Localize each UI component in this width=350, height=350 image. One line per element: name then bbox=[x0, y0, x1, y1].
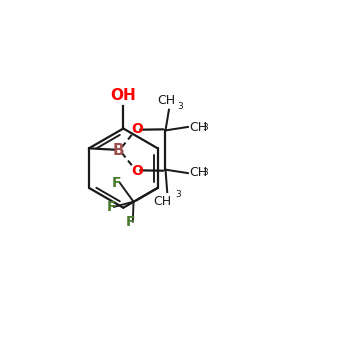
Text: CH: CH bbox=[154, 196, 172, 209]
Text: O: O bbox=[131, 122, 143, 136]
Text: 3: 3 bbox=[203, 168, 209, 176]
Text: F: F bbox=[112, 176, 122, 190]
Text: CH: CH bbox=[189, 121, 207, 134]
Text: CH: CH bbox=[157, 94, 175, 107]
Text: F: F bbox=[106, 200, 116, 214]
Text: OH: OH bbox=[111, 88, 136, 103]
Text: CH: CH bbox=[189, 166, 207, 179]
Text: O: O bbox=[131, 164, 143, 178]
Text: F: F bbox=[125, 215, 135, 229]
Text: B: B bbox=[112, 142, 124, 158]
Text: 3: 3 bbox=[177, 103, 183, 111]
Text: 3: 3 bbox=[175, 190, 181, 199]
Text: 3: 3 bbox=[203, 123, 209, 132]
